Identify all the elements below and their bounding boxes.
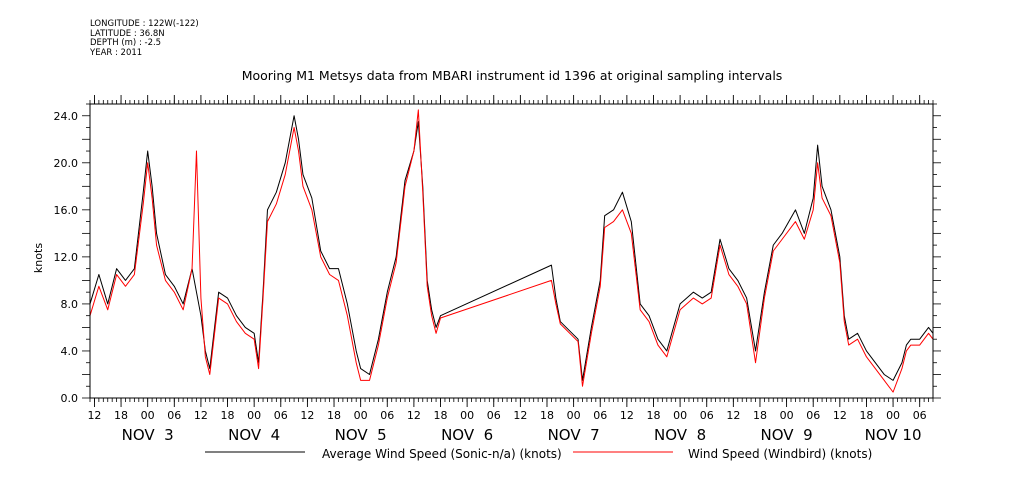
x-day-label: NOV 4 (228, 426, 280, 444)
x-hour-label: 12 (407, 409, 421, 422)
x-hour-label: 06 (913, 409, 927, 422)
x-hour-label: 18 (859, 409, 873, 422)
x-hour-label: 18 (114, 409, 128, 422)
minor-ticks (89, 100, 934, 402)
x-hour-label: 12 (300, 409, 314, 422)
x-hour-label: 12 (833, 409, 847, 422)
y-axis: 0.0 4.0 8.0 12.0 16.0 20.0 24.0 (54, 103, 941, 405)
year-line: YEAR : 2011 (90, 47, 143, 58)
x-hour-label: 06 (593, 409, 607, 422)
longitude-line: LONGITUDE : 122W(-122) (90, 19, 199, 29)
x-hour-label: 18 (540, 409, 554, 422)
x-axis: 12 18 00 06 12 18 00 06 12 18 00 06 12 18 00 06 12 18 00 06… (87, 95, 927, 444)
depth-line: DEPTH (m) : -2.5 (90, 38, 162, 48)
x-hour-label: 18 (221, 409, 235, 422)
x-hour-label: 12 (620, 409, 634, 422)
x-day-label: NOV 7 (548, 426, 600, 444)
metadata-header: LONGITUDE : 122W(-122) LATITUDE : 36.8N … (90, 19, 199, 58)
x-hour-label: 00 (780, 409, 794, 422)
x-hour-label: 00 (886, 409, 900, 422)
x-hour-label: 18 (434, 409, 448, 422)
series-line-windbird (89, 109, 934, 393)
x-hour-label: 06 (700, 409, 714, 422)
y-tick-label: 4.0 (61, 345, 79, 358)
x-day-label: NOV 8 (654, 426, 706, 444)
x-hour-label: 12 (194, 409, 208, 422)
latitude-line: LATITUDE : 36.8N (90, 28, 165, 39)
y-tick-label: 0.0 (61, 392, 79, 405)
plot-lines (89, 109, 934, 393)
x-hour-label: 00 (673, 409, 687, 422)
legend: Average Wind Speed (Sonic-n/a) (knots) W… (205, 447, 872, 461)
x-hour-label: 18 (327, 409, 341, 422)
chart-title: Mooring M1 Metsys data from MBARI instru… (242, 68, 783, 83)
x-hour-label: 06 (274, 409, 288, 422)
x-day-label: NOV 9 (761, 426, 813, 444)
plot-frame (89, 103, 934, 399)
y-tick-label: 8.0 (61, 298, 79, 311)
x-hour-label: 12 (87, 409, 101, 422)
x-hour-label: 06 (380, 409, 394, 422)
x-day-label: NOV 6 (441, 426, 493, 444)
series-line-sonic (89, 115, 934, 381)
y-tick-label: 24.0 (54, 110, 79, 123)
legend-label-sonic: Average Wind Speed (Sonic-n/a) (knots) (322, 447, 562, 461)
legend-label-windbird: Wind Speed (Windbird) (knots) (688, 447, 872, 461)
x-hour-label: 00 (354, 409, 368, 422)
x-hour-label: 00 (460, 409, 474, 422)
x-hour-label: 12 (513, 409, 527, 422)
x-hour-label: 18 (646, 409, 660, 422)
x-day-label: NOV 10 (865, 426, 922, 444)
x-day-label: NOV 3 (122, 426, 174, 444)
x-hour-label: 00 (567, 409, 581, 422)
y-tick-label: 20.0 (54, 157, 79, 170)
x-hour-label: 12 (726, 409, 740, 422)
x-hour-label: 06 (167, 409, 181, 422)
x-day-label: NOV 5 (335, 426, 387, 444)
y-axis-label: knots (32, 243, 45, 273)
y-tick-label: 12.0 (54, 251, 79, 264)
x-hour-label: 06 (487, 409, 501, 422)
x-hour-label: 18 (753, 409, 767, 422)
x-hour-label: 00 (247, 409, 261, 422)
y-tick-label: 16.0 (54, 204, 79, 217)
x-hour-label: 00 (141, 409, 155, 422)
x-hour-label: 06 (806, 409, 820, 422)
